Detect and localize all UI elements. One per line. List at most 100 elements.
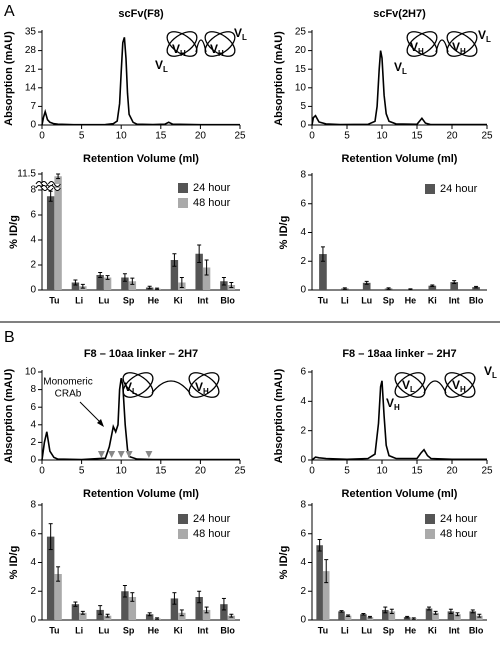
y-tick-label: 4 [30, 419, 36, 430]
y-tick-label: 4 [30, 557, 36, 568]
domain [446, 31, 478, 57]
bar [344, 615, 352, 620]
y-tick-label: 4 [300, 396, 306, 407]
domain-subscript: L [410, 385, 415, 394]
bar [316, 545, 323, 620]
domain-subscript: H [418, 47, 424, 56]
x-tick-label: Sp [123, 625, 135, 635]
legend-label: 24 hour [193, 182, 231, 194]
domain [166, 31, 198, 57]
bar [54, 574, 62, 620]
x-tick-label: 20 [446, 466, 458, 477]
y-tick-label: 35 [25, 27, 37, 38]
x-tick-label: Blo [469, 295, 484, 305]
x-tick-label: Lu [361, 625, 372, 635]
domain-label: VL [478, 28, 491, 44]
bar [71, 282, 80, 290]
bar [71, 604, 80, 620]
bar [220, 281, 228, 290]
bar [447, 611, 455, 620]
bar [366, 617, 374, 620]
trace [311, 50, 487, 126]
bar [432, 612, 439, 620]
linker [151, 380, 191, 394]
bar [322, 571, 330, 620]
domain-letter: V [210, 42, 218, 56]
domain-label: VL [402, 378, 415, 394]
bar [360, 614, 367, 620]
domain-letter: V [155, 58, 163, 72]
bar [202, 609, 211, 620]
x-tick-label: 20 [195, 466, 207, 477]
bar [227, 615, 236, 620]
x-tick-label: 5 [344, 131, 350, 142]
y-tick-label: 6 [30, 402, 36, 413]
bar [121, 591, 129, 620]
domain-letter: V [478, 28, 486, 42]
y-axis-label: Absorption (mAU) [273, 31, 285, 126]
y-tick-label: 2 [300, 256, 306, 267]
legend-swatch [425, 514, 435, 524]
x-tick-label: Int [197, 295, 208, 305]
y-tick-label: 0 [300, 455, 306, 466]
domain-label: VH [386, 396, 400, 412]
bar [338, 611, 345, 620]
trace [41, 37, 240, 126]
x-tick-label: Lu [98, 625, 109, 635]
domain-subscript: H [218, 49, 224, 58]
x-tick-label: 0 [309, 131, 315, 142]
x-tick-label: Li [75, 295, 83, 305]
y-tick-label: 2 [300, 425, 306, 436]
y-tick-label: 0 [300, 285, 306, 296]
domain-label: VH [452, 378, 466, 394]
legend-swatch [178, 529, 188, 539]
linker [423, 380, 447, 394]
domain-letter: V [172, 42, 180, 56]
y-tick-label: 8 [30, 500, 36, 511]
x-tick-label: Blo [220, 295, 235, 305]
x-tick-label: Tu [49, 295, 59, 305]
chart-title: scFv(2H7) [373, 8, 426, 20]
chart-title: scFv(F8) [118, 8, 164, 20]
x-axis-label: Retention Volume (ml) [83, 153, 199, 165]
y-axis-label: Absorption (mAU) [3, 31, 15, 126]
domain-subscript: H [203, 387, 209, 396]
axis-break [47, 181, 61, 191]
x-tick-label: He [405, 625, 417, 635]
fraction-marker [108, 451, 116, 458]
y-tick-label: 8 [30, 185, 36, 196]
x-tick-label: 0 [39, 466, 45, 477]
x-tick-label: Li [75, 625, 83, 635]
legend-label: 24 hour [440, 513, 478, 525]
y-tick-label: 2 [30, 260, 36, 271]
x-tick-label: 25 [481, 131, 493, 142]
x-tick-label: Ki [174, 295, 183, 305]
x-tick-label: Tu [318, 295, 328, 305]
y-tick-label: 8 [300, 500, 306, 511]
domain-label: VH [410, 40, 424, 56]
y-tick-label: 7 [30, 101, 36, 112]
x-tick-label: 25 [481, 466, 493, 477]
legend-label: 24 hour [193, 513, 231, 525]
y-tick-label: 8 [30, 384, 36, 395]
domain [406, 31, 438, 57]
domain-subscript: L [492, 371, 497, 380]
x-tick-label: Ki [174, 625, 183, 635]
legend-swatch [178, 183, 188, 193]
domain [166, 31, 198, 57]
legend-label: 48 hour [193, 528, 231, 540]
x-axis-label: Retention Volume (ml) [342, 153, 458, 165]
x-tick-label: Int [449, 295, 460, 305]
domain [394, 372, 426, 398]
domain [188, 372, 220, 398]
y-tick-label: 0 [30, 285, 36, 296]
arrow-head [97, 419, 104, 427]
chart-title: F8 – 10aa linker – 2H7 [84, 348, 198, 360]
bar [170, 260, 179, 290]
bar [403, 617, 411, 620]
bar [382, 609, 389, 620]
panel-label: A [4, 3, 15, 20]
x-tick-label: Lu [98, 295, 109, 305]
x-tick-label: He [148, 625, 160, 635]
